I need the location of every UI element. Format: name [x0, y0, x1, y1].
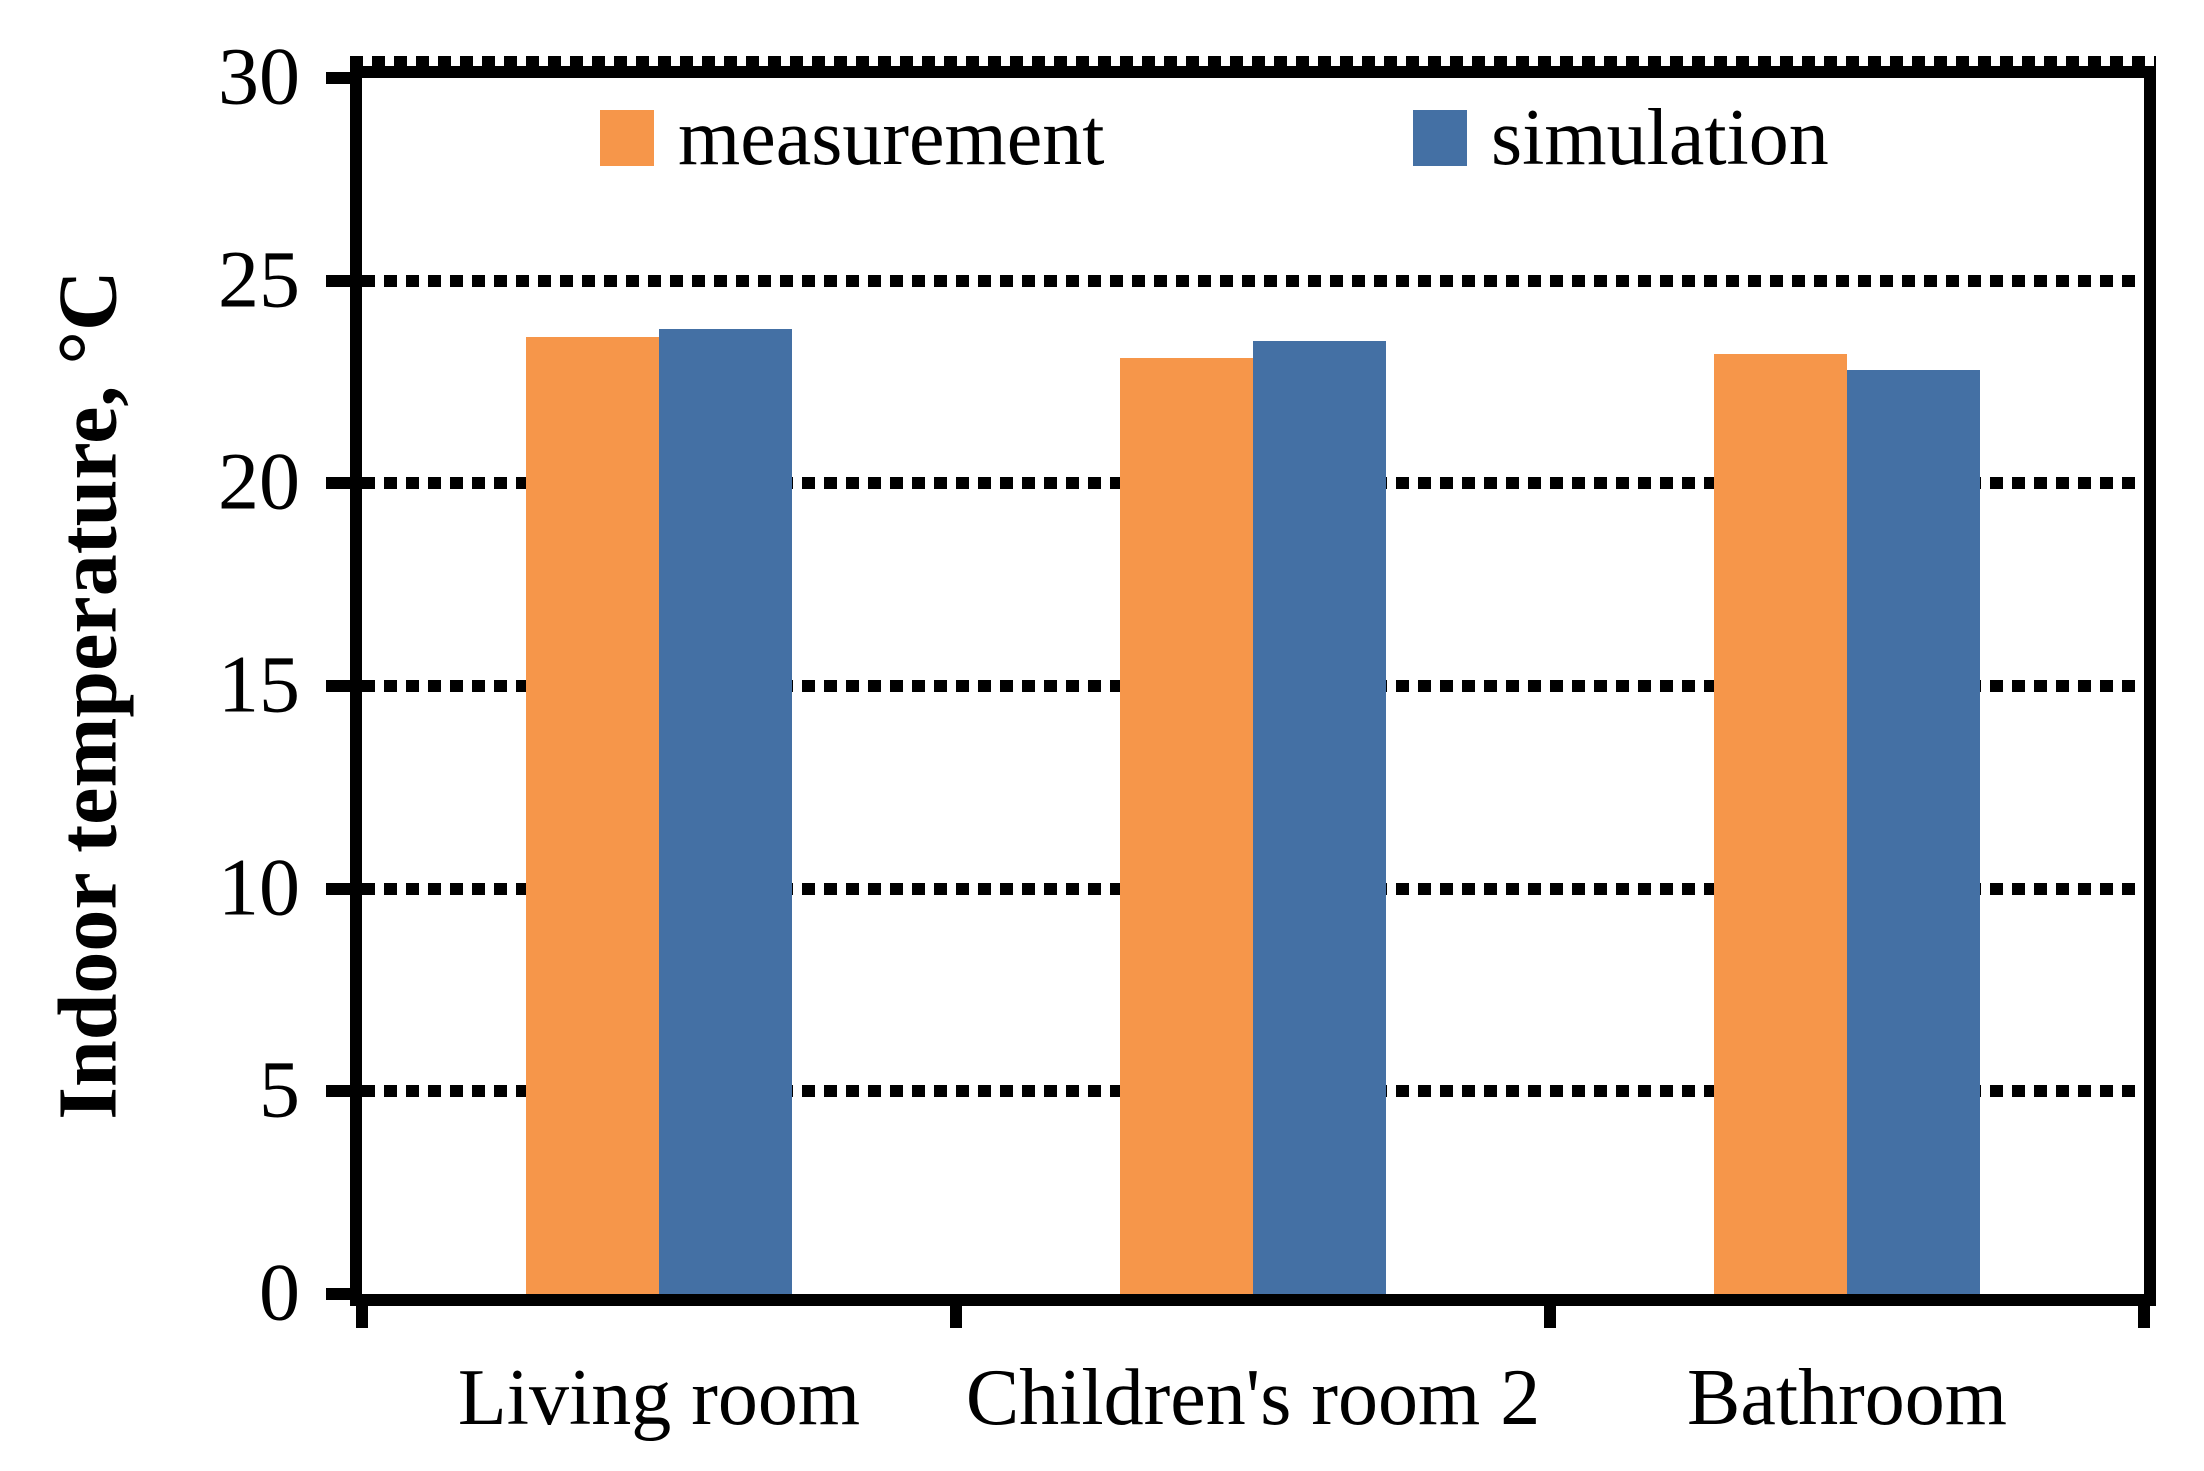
y-tick-5: [326, 1085, 350, 1098]
legend-item-simulation: simulation: [1413, 94, 1829, 182]
bar-measurement-children-s-room-2: [1120, 357, 1253, 1294]
gridline-25: [362, 274, 2144, 287]
y-tick-label-20: 20: [218, 435, 300, 527]
y-tick-20: [326, 477, 350, 490]
y-tick-0: [326, 1288, 350, 1300]
y-axis-tick-labels: 0 5 10 15 20 25 30: [100, 35, 300, 1333]
x-axis-labels: Living room Children's room 2 Bathroom: [362, 1358, 2144, 1468]
y-tick-label-0: 0: [259, 1246, 300, 1338]
y-tick-30: [326, 72, 350, 84]
bar-simulation-children-s-room-2: [1253, 341, 1386, 1294]
gridline-30: [350, 56, 2156, 68]
plot-area: [326, 56, 2156, 1328]
legend-label-simulation: simulation: [1491, 94, 1829, 182]
y-tick-15: [326, 680, 350, 692]
y-tick-10: [326, 882, 350, 895]
y-tick-label-15: 15: [218, 638, 300, 730]
x-tick-2: [1544, 1294, 1556, 1328]
y-tick-label-10: 10: [218, 841, 300, 933]
y-tick-label-30: 30: [218, 30, 300, 122]
legend-swatch-simulation: [1413, 110, 1467, 166]
y-tick-label-25: 25: [218, 233, 300, 325]
bar-simulation-living-room: [659, 329, 792, 1294]
x-category-label-children-s-room-2: Children's room 2: [965, 1354, 1541, 1442]
x-tick-0: [356, 1294, 368, 1328]
legend-swatch-measurement: [600, 110, 654, 166]
bar-measurement-bathroom: [1714, 353, 1847, 1294]
x-tick-1: [950, 1294, 962, 1328]
x-tick-3: [2138, 1294, 2150, 1328]
x-category-label-bathroom: Bathroom: [1687, 1354, 2007, 1442]
legend-item-measurement: measurement: [600, 94, 1105, 182]
bar-simulation-bathroom: [1847, 369, 1980, 1294]
bar-measurement-living-room: [526, 337, 659, 1294]
legend-label-measurement: measurement: [678, 94, 1105, 182]
y-tick-25: [326, 274, 350, 287]
y-tick-label-5: 5: [259, 1043, 300, 1135]
x-category-label-living-room: Living room: [457, 1354, 861, 1442]
